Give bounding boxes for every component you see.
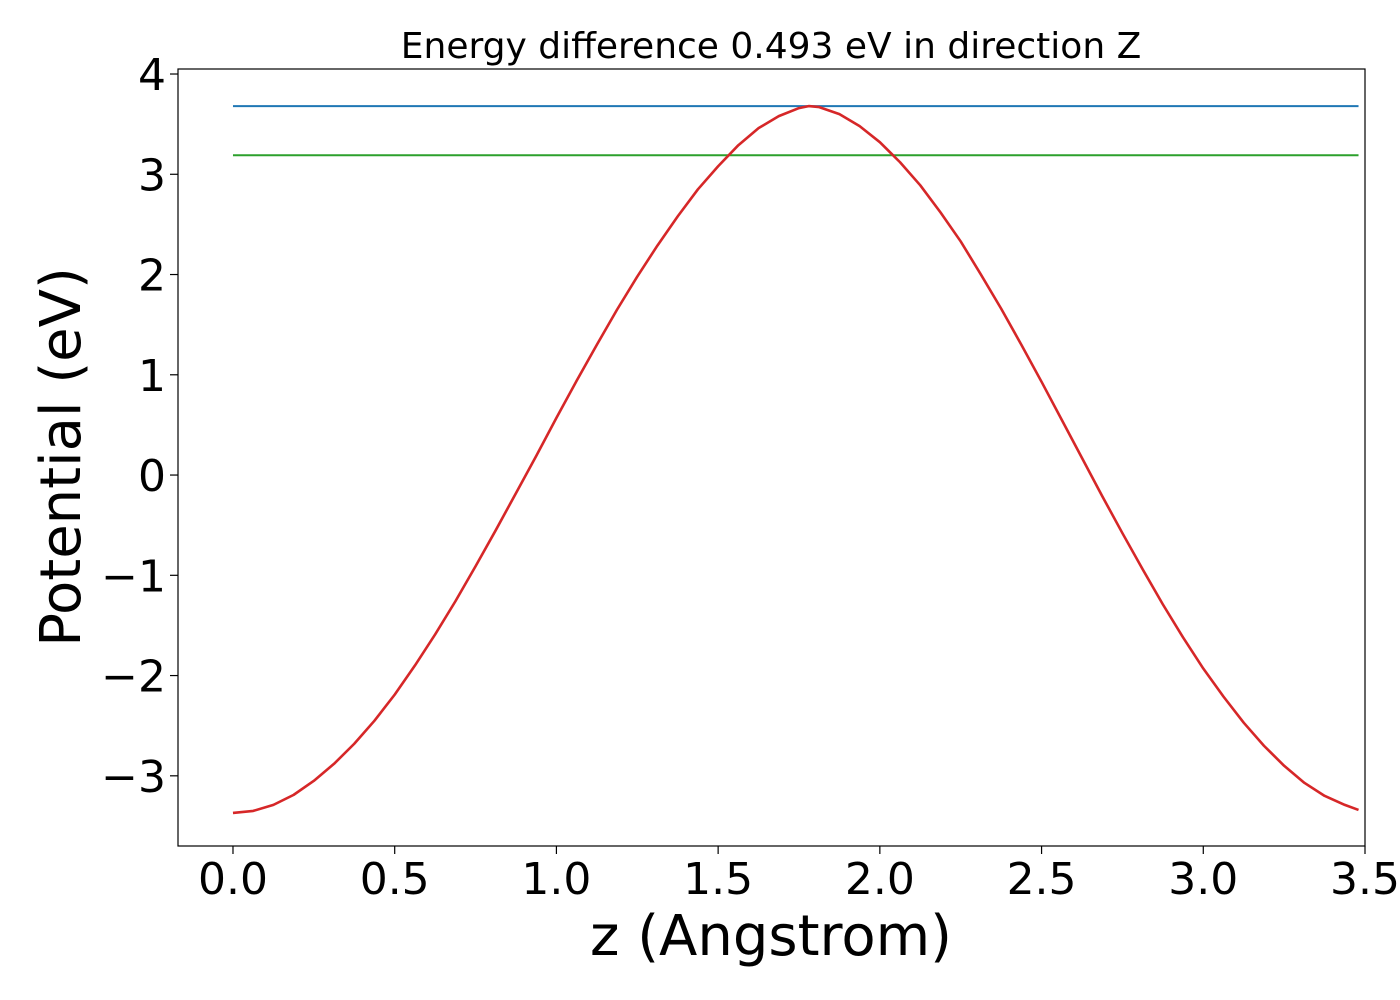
series-layer bbox=[232, 104, 1359, 815]
x-axis-label: z (Angstrom) bbox=[590, 904, 952, 969]
x-tick-label: 0.5 bbox=[360, 854, 430, 905]
chart-title: Energy difference 0.493 eV in direction … bbox=[401, 26, 1142, 67]
y-tick-label: −1 bbox=[101, 551, 166, 602]
y-tick-label: 2 bbox=[138, 251, 166, 302]
x-tick-label: 0.0 bbox=[198, 854, 268, 905]
x-tick-label: 1.5 bbox=[683, 854, 753, 905]
y-tick-label: 3 bbox=[138, 150, 166, 201]
y-axis: −3 −2 −1 0 1 2 3 4 bbox=[101, 50, 178, 803]
y-tick-label: 4 bbox=[138, 50, 166, 101]
x-tick-label: 2.0 bbox=[845, 854, 915, 905]
x-tick-label: 3.5 bbox=[1330, 854, 1400, 905]
x-axis: 0.0 0.5 1.0 1.5 2.0 2.5 3.0 3.5 bbox=[198, 846, 1400, 905]
x-tick-label: 2.5 bbox=[1007, 854, 1077, 905]
y-tick-label: −3 bbox=[101, 752, 166, 803]
x-tick-label: 3.0 bbox=[1168, 854, 1238, 905]
plot-frame bbox=[177, 68, 1366, 847]
y-tick-label: −2 bbox=[101, 652, 166, 703]
series-line-3 bbox=[232, 104, 1359, 815]
y-axis-label: Potential (eV) bbox=[29, 267, 94, 647]
x-tick-label: 1.0 bbox=[521, 854, 591, 905]
y-tick-label: 1 bbox=[138, 351, 166, 402]
y-tick-label: 0 bbox=[138, 451, 166, 502]
